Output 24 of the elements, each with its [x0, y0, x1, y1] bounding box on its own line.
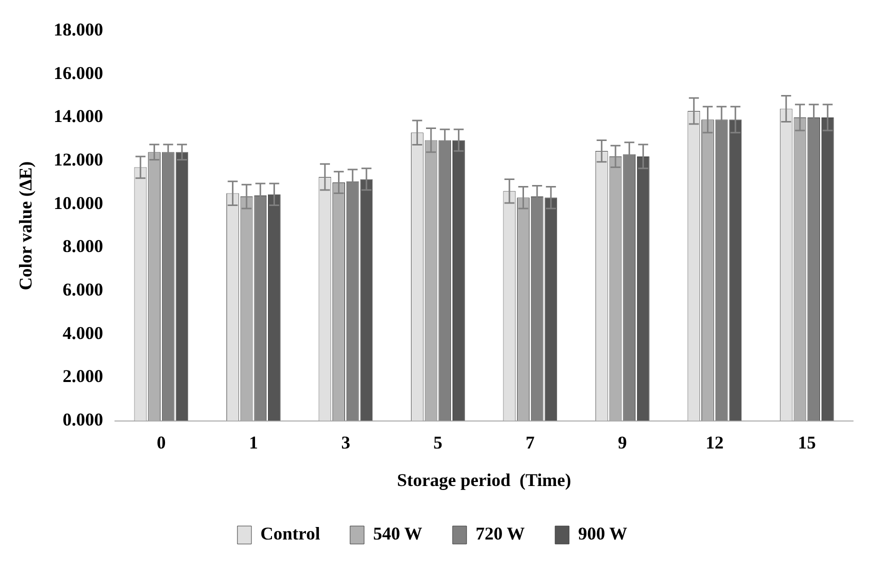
y-tick-label: 2.000	[62, 366, 104, 386]
x-tick-label: 9	[618, 432, 627, 452]
x-tick-label: 3	[341, 432, 350, 452]
y-tick-label: 14.000	[54, 106, 104, 126]
y-tick-label: 12.000	[54, 149, 104, 170]
y-tick-label: 16.000	[54, 62, 104, 83]
y-tick-label: 18.000	[54, 19, 104, 40]
x-tick-label: 7	[526, 432, 535, 452]
legend-label: 540 W	[373, 524, 422, 544]
y-axis-title: Color value (ΔE)	[15, 161, 36, 290]
y-tick-label: 4.000	[62, 322, 104, 343]
legend-label: Control	[260, 524, 320, 544]
y-tick-label: 6.000	[62, 279, 104, 300]
x-axis-title: Storage period (Time)	[396, 470, 572, 490]
y-tick-label: 10.000	[54, 192, 104, 213]
x-tick-label: 12	[706, 432, 724, 452]
x-tick-label: 5	[433, 432, 442, 452]
x-tick-label: 0	[156, 432, 166, 452]
x-tick-label: 1	[248, 432, 258, 452]
x-tick-label: 15	[798, 432, 816, 452]
y-tick-label: 0.000	[62, 409, 104, 430]
legend-label: 900 W	[578, 524, 628, 544]
y-tick-label: 8.000	[62, 236, 104, 256]
legend-label: 720 W	[476, 524, 525, 544]
